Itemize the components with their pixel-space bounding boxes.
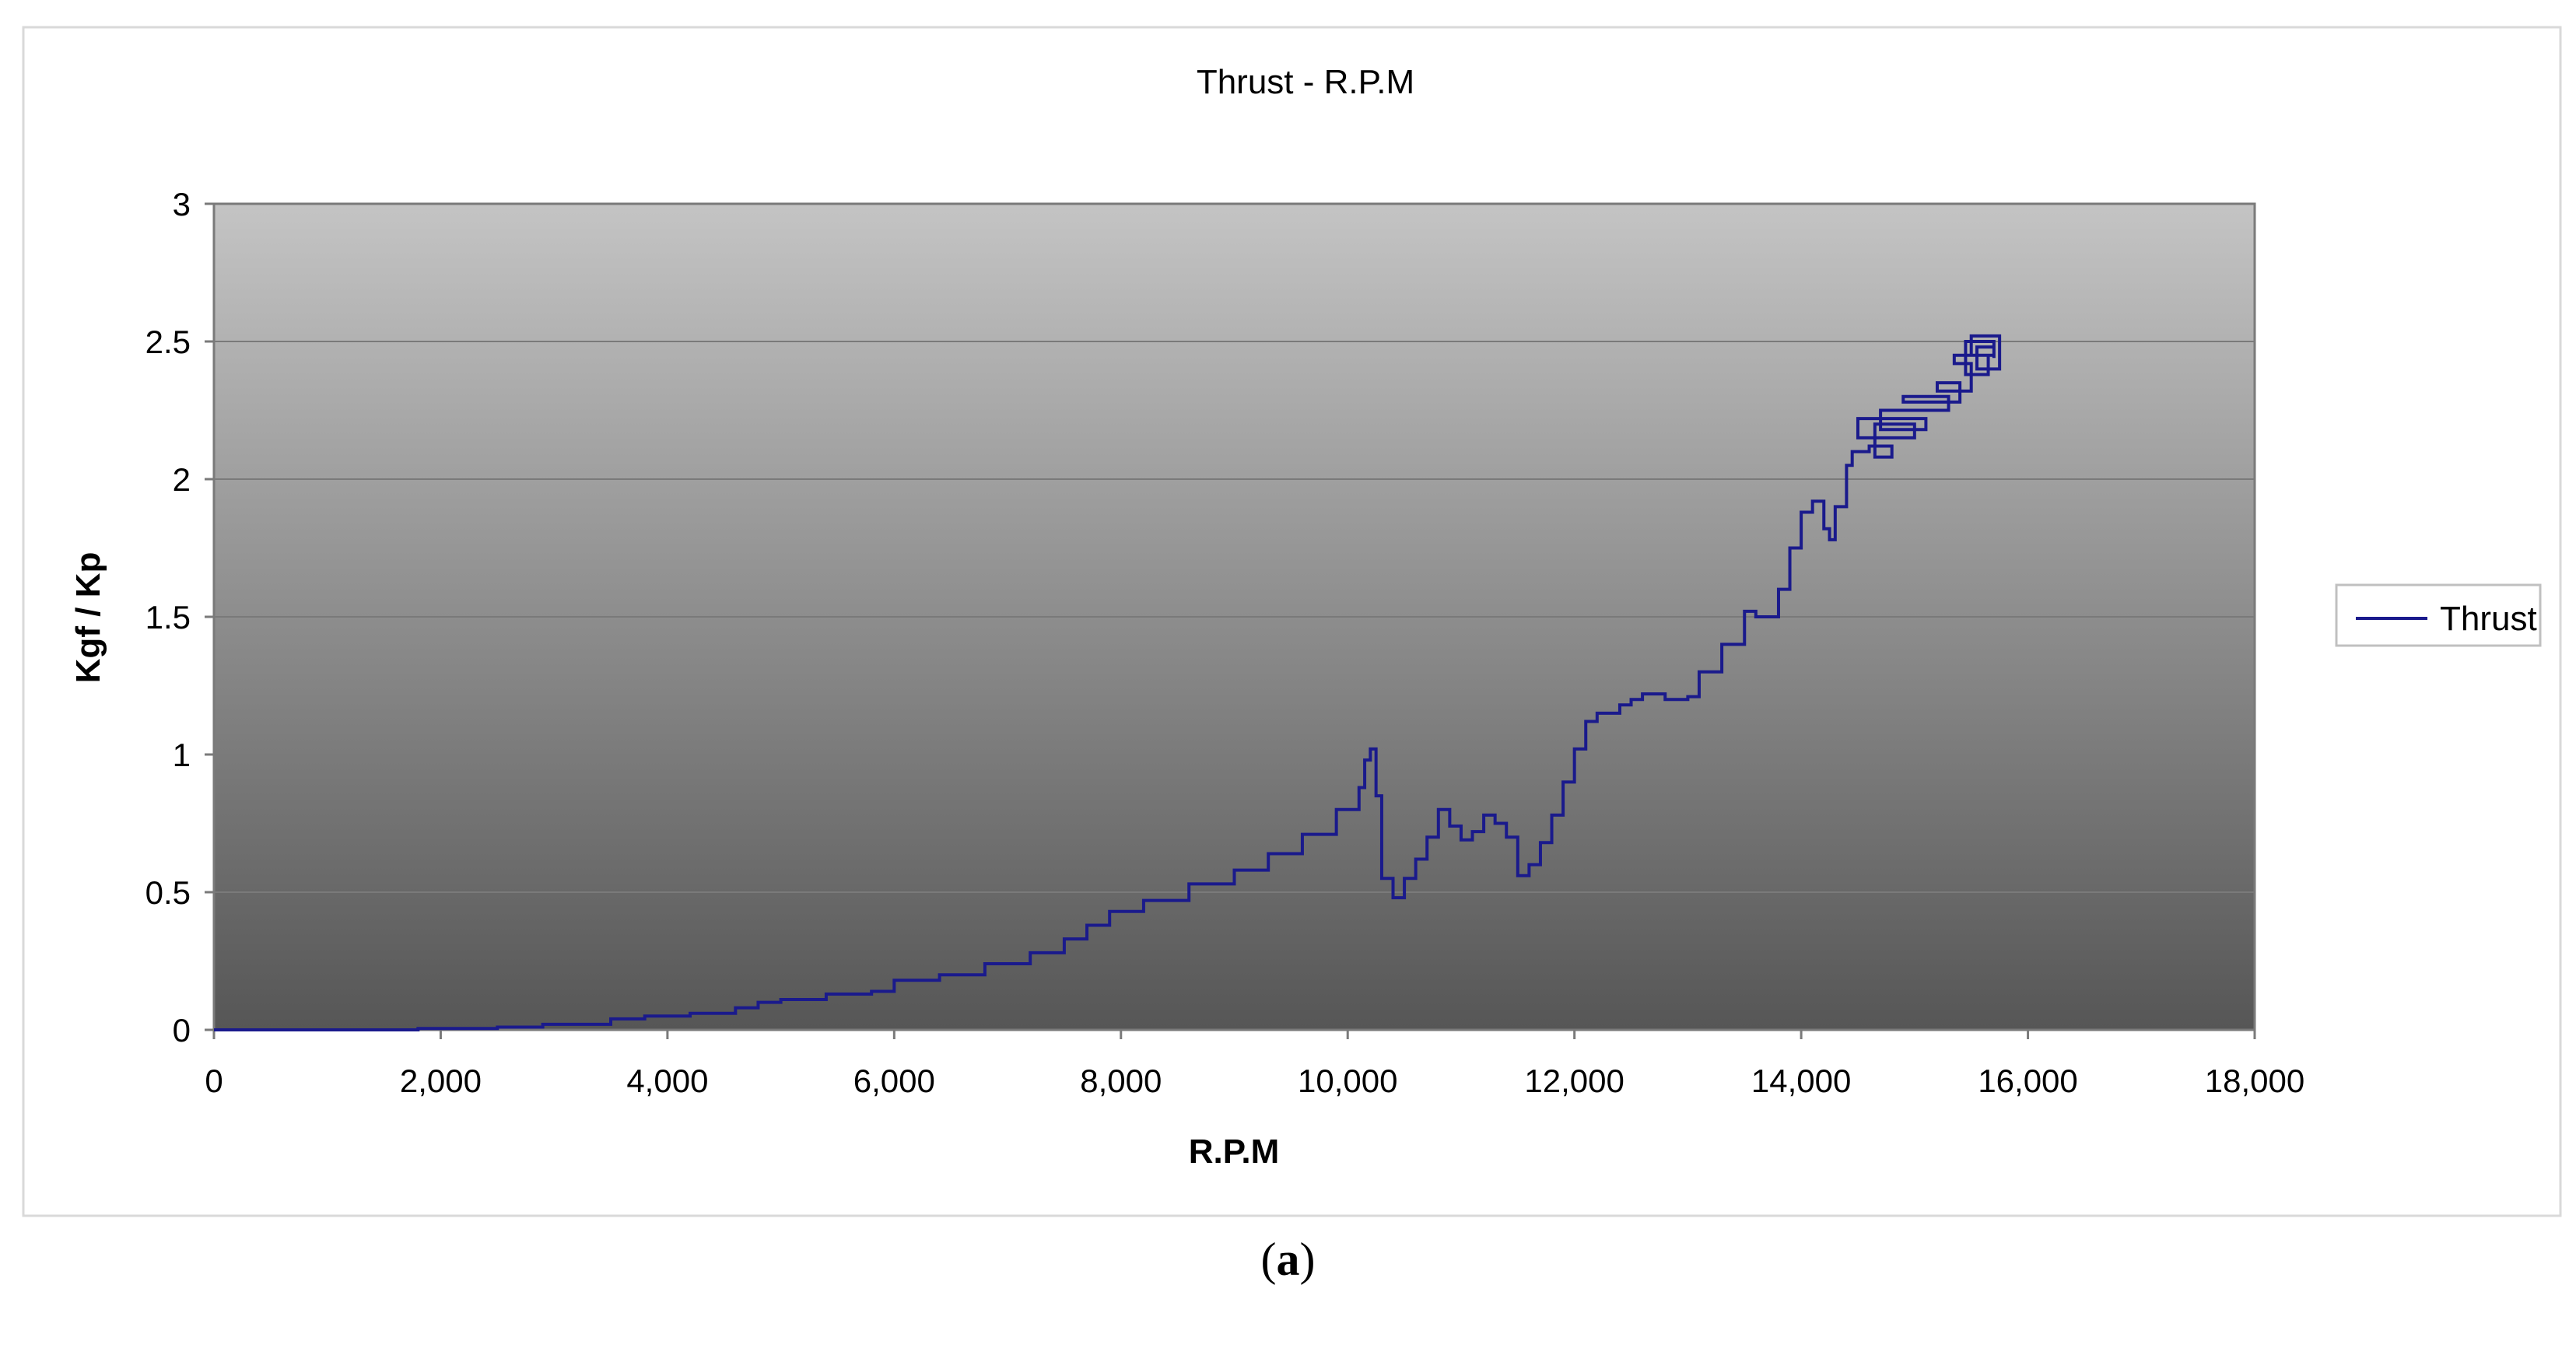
x-tick-label: 16,000 xyxy=(1978,1063,2077,1099)
caption-open: ( xyxy=(1260,1234,1277,1285)
y-tick-label: 1.5 xyxy=(145,599,191,635)
y-tick-label: 3 xyxy=(173,186,191,222)
legend-box xyxy=(2335,583,2542,647)
x-tick-label: 6,000 xyxy=(853,1063,935,1099)
y-tick-label: 2 xyxy=(173,461,191,498)
y-tick-label: 0 xyxy=(173,1012,191,1049)
x-tick-label: 18,000 xyxy=(2205,1063,2304,1099)
y-tick-label: 2.5 xyxy=(145,324,191,360)
figure-caption: (a) xyxy=(0,1233,2576,1287)
x-tick-label: 14,000 xyxy=(1751,1063,1851,1099)
y-axis-label: Kgf / Kp xyxy=(69,552,107,684)
x-tick-label: 12,000 xyxy=(1524,1063,1624,1099)
y-tick-label: 0.5 xyxy=(145,874,191,911)
caption-letter: a xyxy=(1276,1234,1300,1285)
x-tick-label: 4,000 xyxy=(626,1063,708,1099)
legend: Thrust xyxy=(2335,583,2542,647)
x-tick-label: 8,000 xyxy=(1080,1063,1162,1099)
y-tick-label: 1 xyxy=(173,737,191,773)
thrust-series-line xyxy=(214,334,2002,1031)
caption-close: ) xyxy=(1299,1234,1316,1285)
chart-title: Thrust - R.P.M xyxy=(1197,63,1414,101)
x-tick-label: 0 xyxy=(205,1063,223,1099)
legend-label: Thrust xyxy=(2440,600,2537,638)
x-tick-label: 2,000 xyxy=(400,1063,482,1099)
x-tick-label: 10,000 xyxy=(1298,1063,1397,1099)
x-axis-label: R.P.M xyxy=(1189,1133,1280,1171)
